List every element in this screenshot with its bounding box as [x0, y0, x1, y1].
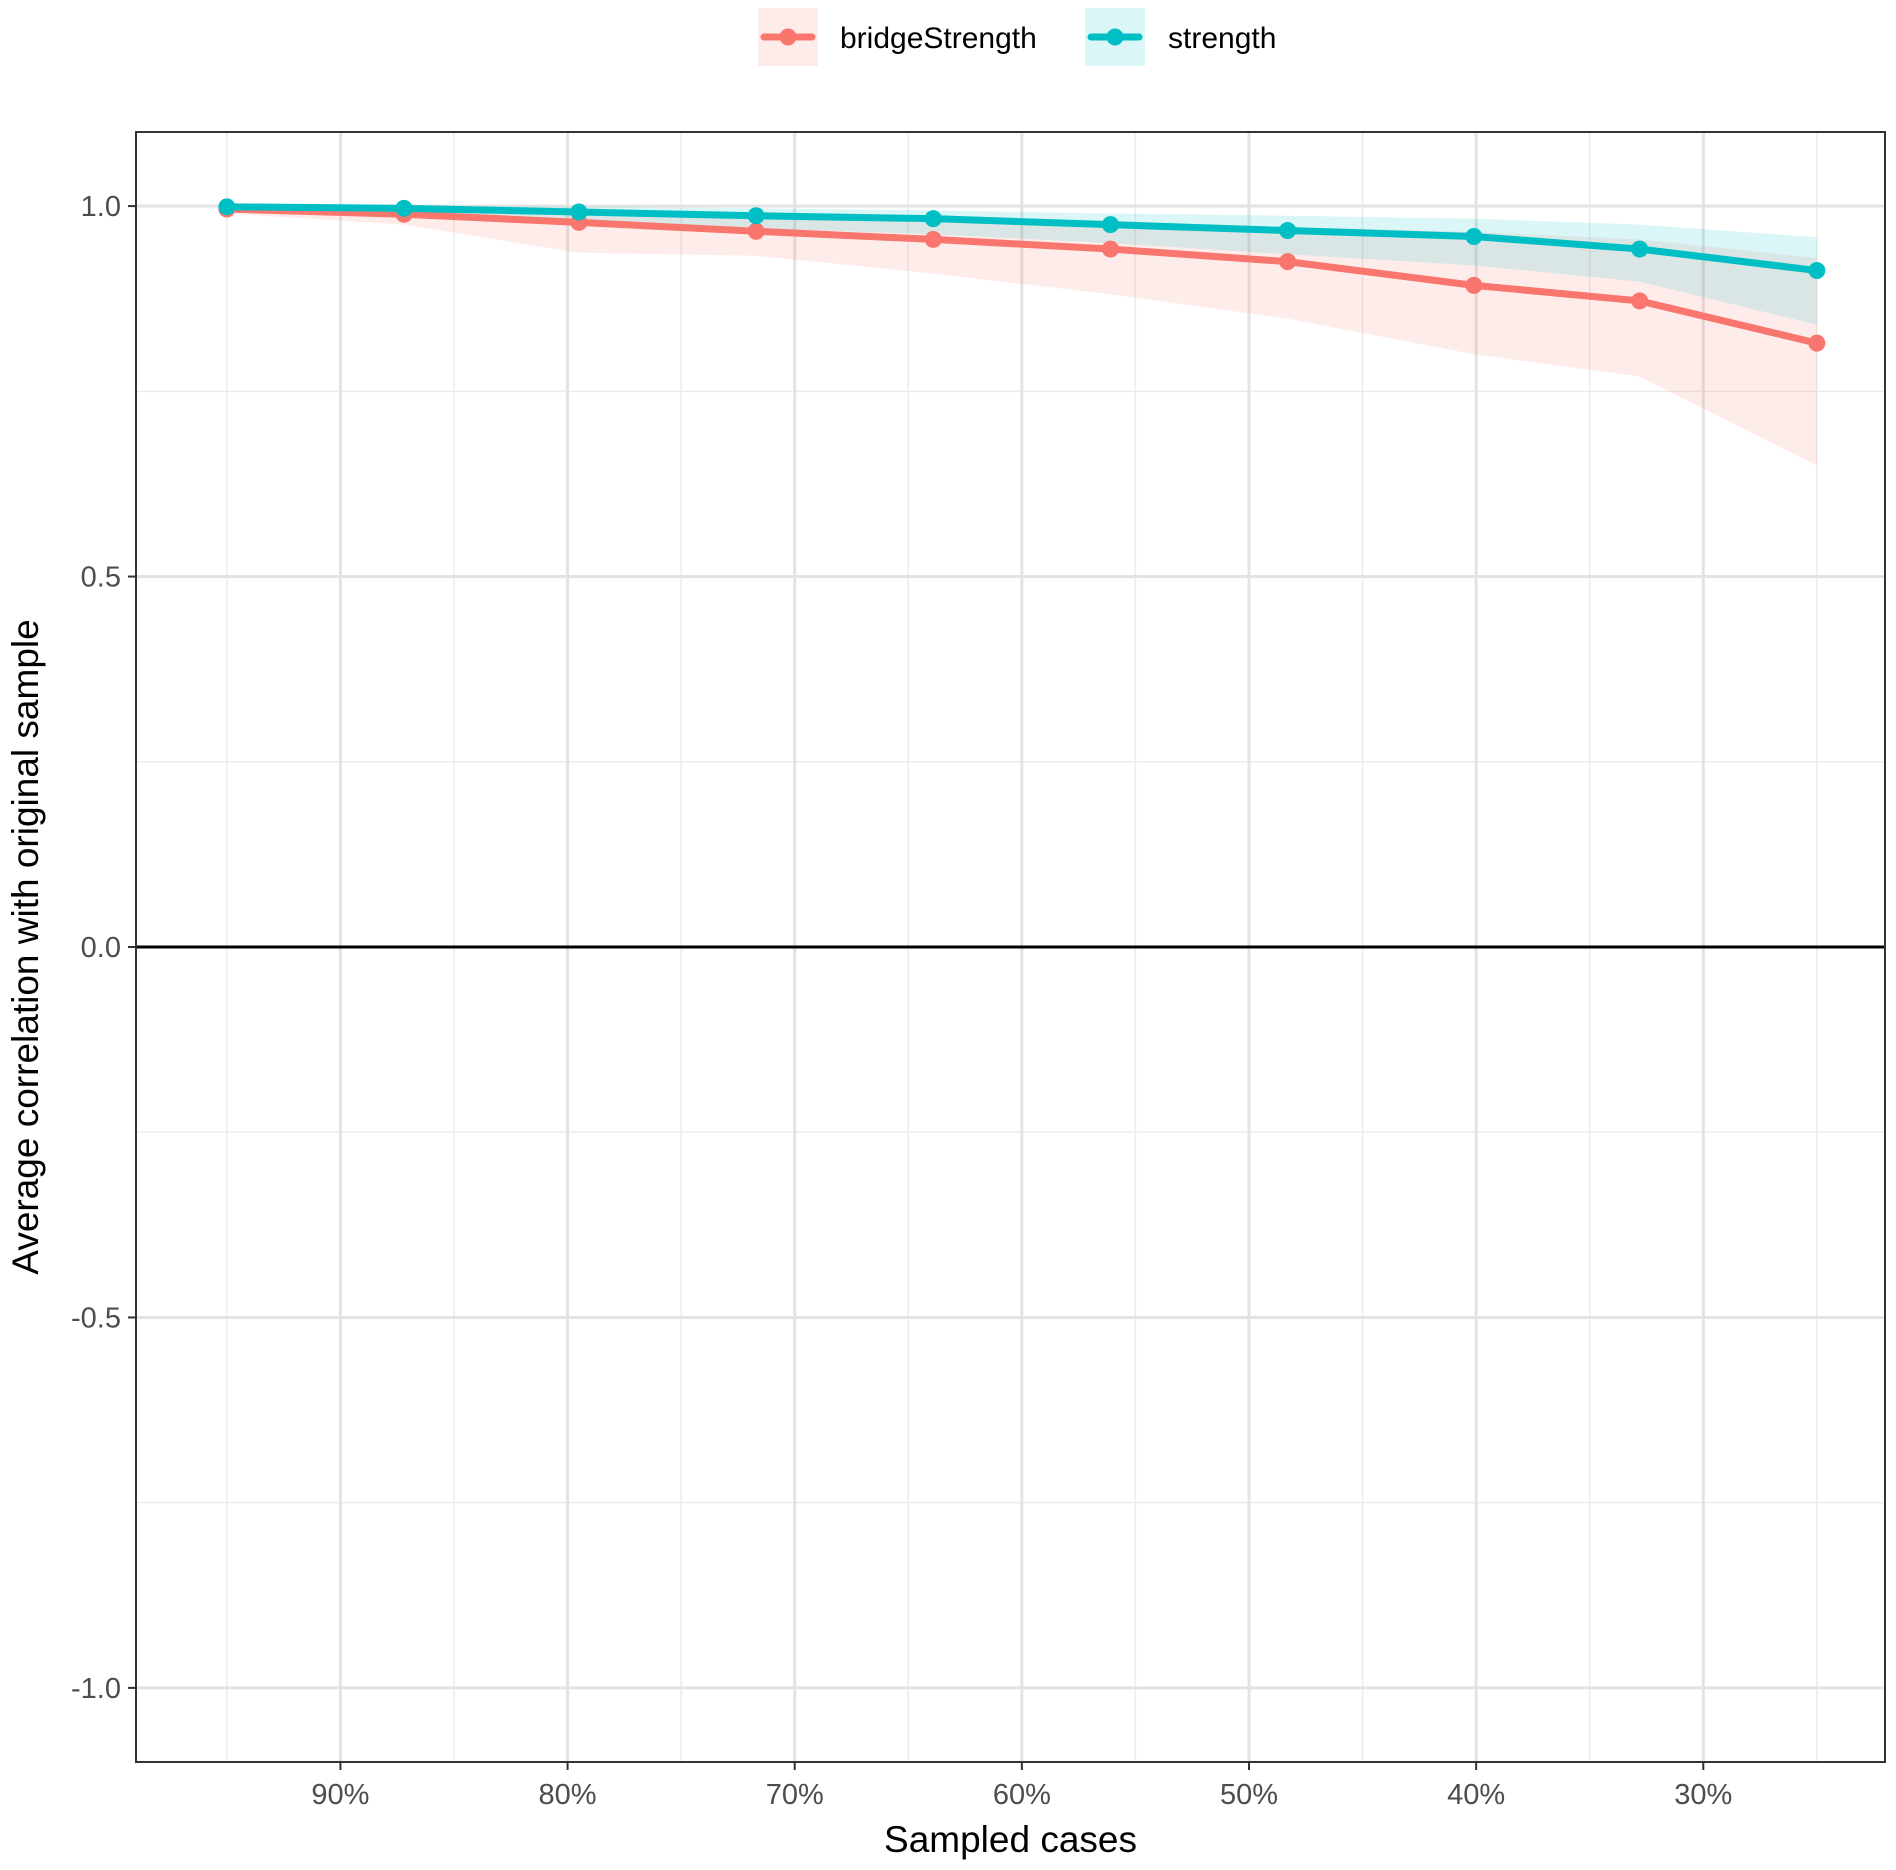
- x-tick-label: 70%: [766, 1779, 824, 1811]
- point-strength: [924, 210, 942, 228]
- line-strength: [223, 203, 1821, 275]
- point-strength: [218, 198, 236, 216]
- x-axis-title: Sampled cases: [884, 1819, 1137, 1860]
- point-bridgeStrength: [924, 230, 942, 248]
- series-lines: [223, 203, 1821, 347]
- point-bridgeStrength: [1101, 240, 1119, 258]
- series-points: [218, 198, 1826, 352]
- point-strength: [747, 207, 765, 225]
- x-tick-label: 50%: [1220, 1779, 1278, 1811]
- x-tick-label: 40%: [1447, 1779, 1505, 1811]
- point-bridgeStrength: [1808, 334, 1826, 352]
- y-tick-label: -1.0: [71, 1673, 121, 1705]
- x-tick-label: 30%: [1674, 1779, 1732, 1811]
- x-tick-label: 90%: [311, 1779, 369, 1811]
- legend: bridgeStrength strength: [758, 8, 1276, 66]
- band-bridgeStrength: [226, 206, 1817, 466]
- point-bridgeStrength: [1631, 292, 1649, 310]
- point-strength: [1631, 240, 1649, 258]
- point-bridgeStrength: [747, 222, 765, 240]
- legend-point-strength: [1106, 28, 1124, 46]
- point-bridgeStrength: [1465, 276, 1483, 294]
- point-strength: [570, 203, 588, 221]
- point-strength: [1101, 216, 1119, 234]
- point-strength: [395, 199, 413, 217]
- point-strength: [1465, 227, 1483, 245]
- legend-point-bridgeStrength: [779, 28, 797, 46]
- line-bridgeStrength: [223, 205, 1821, 347]
- y-tick-label: 1.0: [81, 191, 121, 223]
- legend-label-bridgeStrength: bridgeStrength: [840, 22, 1037, 55]
- y-axis: 1.0 0.5 0.0 -0.5 -1.0: [71, 191, 136, 1705]
- x-tick-label: 60%: [993, 1779, 1051, 1811]
- point-strength: [1808, 262, 1826, 280]
- point-strength: [1279, 222, 1297, 240]
- y-tick-label: 0.0: [81, 932, 121, 964]
- point-bridgeStrength: [1279, 253, 1297, 271]
- legend-label-strength: strength: [1168, 22, 1276, 55]
- y-axis-title: Average correlation with original sample: [5, 619, 46, 1274]
- x-tick-label: 80%: [539, 1779, 597, 1811]
- x-axis: 90% 80% 70% 60% 50% 40% 30%: [311, 1762, 1732, 1811]
- y-tick-label: -0.5: [71, 1302, 121, 1334]
- y-tick-label: 0.5: [81, 562, 121, 594]
